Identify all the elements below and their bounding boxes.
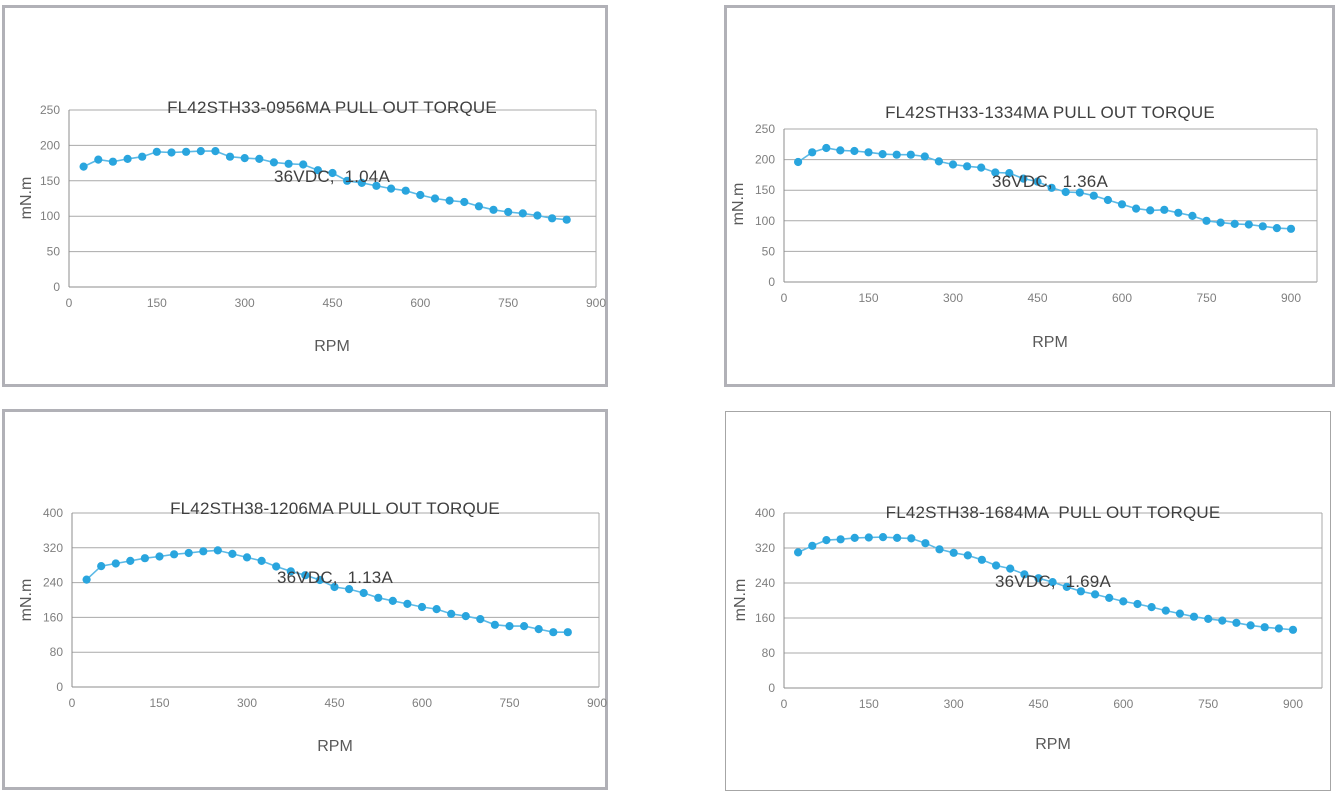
chart-2-title: FL42STH33-1334MA PULL OUT TORQUE: [885, 103, 1215, 122]
chart-4-subtitle: 36VDC, 1.69A: [995, 572, 1111, 591]
chart-3-x-axis-label: RPM: [317, 738, 353, 755]
chart-4-x-axis-label: RPM: [1035, 736, 1071, 753]
chart-3-y-axis-label: mN.m: [18, 578, 35, 622]
chart-1-x-axis-label: RPM: [314, 338, 350, 355]
chart-2-title-block: FL42STH33-1334MA PULL OUT TORQUE 36VDC, …: [750, 55, 1336, 239]
chart-2-x-axis-label: RPM: [1032, 334, 1068, 351]
chart-4-y-axis-label: mN.m: [732, 578, 749, 622]
chart-3-title: FL42STH38-1206MA PULL OUT TORQUE: [170, 499, 500, 518]
chart-1-subtitle: 36VDC, 1.04A: [274, 167, 390, 186]
chart-4-title: FL42STH38-1684MA PULL OUT TORQUE: [885, 503, 1221, 522]
chart-1-y-axis-label: mN.m: [18, 176, 35, 220]
chart-2-y-axis-label: mN.m: [730, 182, 747, 226]
chart-1-title-block: FL42STH33-0956MA PULL OUT TORQUE 36VDC, …: [32, 50, 632, 234]
chart-2-subtitle: 36VDC, 1.36A: [992, 172, 1108, 191]
chart-3-title-block: FL42STH38-1206MA PULL OUT TORQUE 36VDC, …: [35, 451, 635, 635]
chart-4-title-block: FL42STH38-1684MA PULL OUT TORQUE 36VDC, …: [753, 455, 1336, 639]
chart-1-title: FL42STH33-0956MA PULL OUT TORQUE: [167, 98, 497, 117]
chart-3-subtitle: 36VDC, 1.13A: [277, 568, 393, 587]
